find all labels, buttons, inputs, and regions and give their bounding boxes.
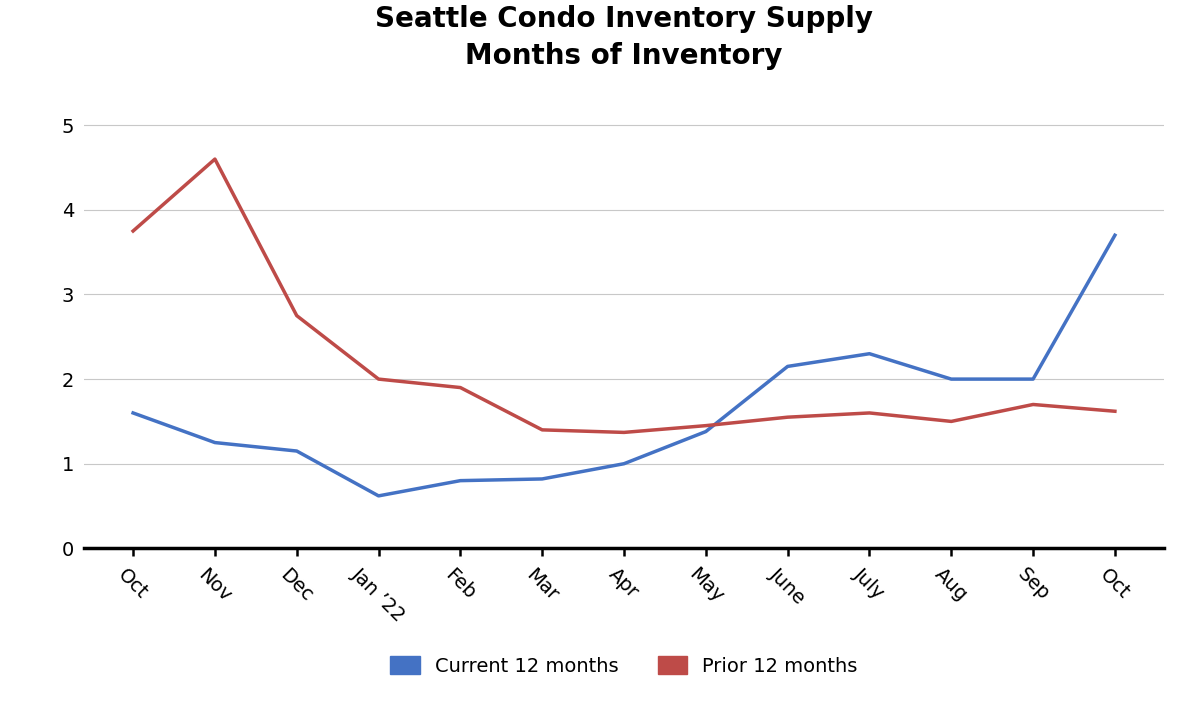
Prior 12 months <box>698 421 713 430</box>
Prior 12 months <box>289 311 304 320</box>
Current 12 months <box>944 375 959 383</box>
Prior 12 months <box>780 413 794 421</box>
Current 12 months <box>698 427 713 436</box>
Legend: Current 12 months, Prior 12 months: Current 12 months, Prior 12 months <box>390 657 858 676</box>
Prior 12 months <box>371 375 385 383</box>
Prior 12 months <box>454 383 468 392</box>
Prior 12 months <box>863 408 877 417</box>
Prior 12 months <box>617 428 631 437</box>
Current 12 months <box>371 491 385 500</box>
Prior 12 months <box>208 155 222 163</box>
Prior 12 months <box>1108 407 1122 415</box>
Line: Prior 12 months: Prior 12 months <box>133 159 1115 432</box>
Current 12 months <box>780 362 794 370</box>
Current 12 months <box>126 408 140 417</box>
Current 12 months <box>289 447 304 456</box>
Current 12 months <box>1108 231 1122 240</box>
Current 12 months <box>454 477 468 485</box>
Prior 12 months <box>944 417 959 425</box>
Current 12 months <box>1026 375 1040 383</box>
Title: Seattle Condo Inventory Supply
Months of Inventory: Seattle Condo Inventory Supply Months of… <box>374 5 874 70</box>
Current 12 months <box>863 349 877 358</box>
Current 12 months <box>617 460 631 468</box>
Line: Current 12 months: Current 12 months <box>133 236 1115 496</box>
Prior 12 months <box>535 425 550 434</box>
Current 12 months <box>535 475 550 483</box>
Current 12 months <box>208 439 222 447</box>
Prior 12 months <box>1026 400 1040 408</box>
Prior 12 months <box>126 227 140 236</box>
